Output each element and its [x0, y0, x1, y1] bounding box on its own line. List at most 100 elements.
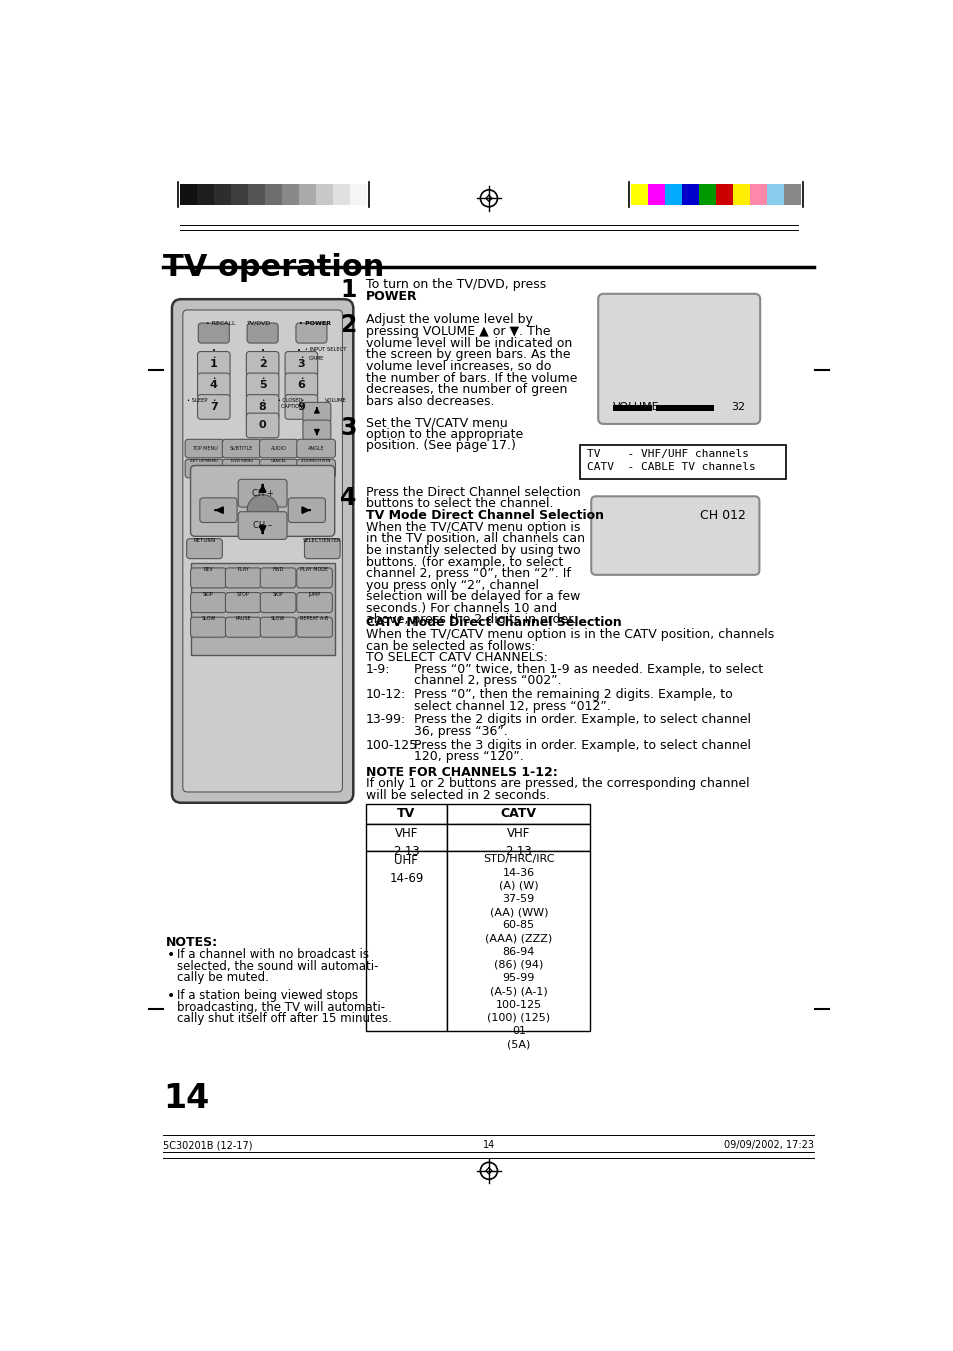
Text: selection will be delayed for a few: selection will be delayed for a few	[365, 590, 579, 604]
FancyBboxPatch shape	[598, 293, 760, 424]
Text: GAME: GAME	[309, 357, 324, 361]
Text: 0: 0	[258, 420, 266, 431]
Text: PAUSE: PAUSE	[235, 616, 251, 621]
Text: • SLEEP: • SLEEP	[187, 397, 208, 403]
Text: TV: TV	[396, 808, 416, 820]
Bar	[783, 184, 801, 205]
Text: 09/09/2002, 17:23: 09/09/2002, 17:23	[723, 1140, 814, 1150]
Bar	[365, 824, 447, 851]
Text: channel 2, press “002”.: channel 2, press “002”.	[414, 674, 560, 688]
Text: If only 1 or 2 buttons are pressed, the corresponding channel: If only 1 or 2 buttons are pressed, the …	[365, 777, 748, 790]
Text: the number of bars. If the volume: the number of bars. If the volume	[365, 372, 577, 385]
Text: 14: 14	[482, 1140, 495, 1150]
Text: • CLOSED
  CAPTION: • CLOSED CAPTION	[278, 397, 302, 408]
FancyBboxPatch shape	[295, 323, 327, 343]
Text: CATV Mode Direct Channel Selection: CATV Mode Direct Channel Selection	[365, 616, 620, 630]
Text: 6: 6	[297, 381, 305, 390]
Bar	[282, 184, 298, 205]
FancyBboxPatch shape	[303, 403, 331, 423]
Text: buttons. (for example, to select: buttons. (for example, to select	[365, 555, 562, 569]
FancyBboxPatch shape	[260, 567, 295, 588]
Text: •: •	[260, 349, 264, 354]
Text: To turn on the TV/DVD, press: To turn on the TV/DVD, press	[365, 277, 545, 290]
Text: Press “0” twice, then 1-9 as needed. Example, to select: Press “0” twice, then 1-9 as needed. Exa…	[414, 662, 762, 676]
FancyBboxPatch shape	[296, 567, 332, 588]
Text: will be selected in 2 seconds.: will be selected in 2 seconds.	[365, 789, 549, 802]
FancyBboxPatch shape	[198, 323, 229, 343]
Text: 1-9:: 1-9:	[365, 662, 390, 676]
FancyBboxPatch shape	[303, 420, 331, 440]
Text: channel 2, press “0”, then “2”. If: channel 2, press “0”, then “2”. If	[365, 567, 570, 580]
Text: CH +: CH +	[252, 489, 274, 497]
Text: Press the 3 digits in order. Example, to select channel: Press the 3 digits in order. Example, to…	[414, 739, 750, 753]
Bar	[265, 184, 282, 205]
Text: 2: 2	[258, 359, 266, 369]
Text: 5C30201B (12-17): 5C30201B (12-17)	[163, 1140, 253, 1150]
FancyBboxPatch shape	[222, 459, 261, 478]
Text: Set the TV/CATV menu: Set the TV/CATV menu	[365, 416, 507, 430]
Text: 10-12:: 10-12:	[365, 688, 406, 701]
Text: the screen by green bars. As the: the screen by green bars. As the	[365, 349, 570, 362]
Text: select channel 12, press “012”.: select channel 12, press “012”.	[414, 700, 610, 712]
Text: When the TV/CATV menu option is in the CATV position, channels: When the TV/CATV menu option is in the C…	[365, 628, 773, 640]
Text: TV    - VHF/UHF channels: TV - VHF/UHF channels	[586, 450, 748, 459]
FancyBboxPatch shape	[260, 617, 295, 638]
Bar	[333, 184, 350, 205]
Bar	[656, 405, 714, 411]
Text: JUMP: JUMP	[308, 592, 320, 597]
Text: CH 012: CH 012	[699, 508, 744, 521]
Bar	[716, 184, 732, 205]
Bar	[248, 184, 265, 205]
Text: ANGLE: ANGLE	[308, 446, 324, 451]
FancyBboxPatch shape	[187, 539, 222, 559]
Bar	[699, 184, 716, 205]
Text: •: •	[299, 397, 303, 403]
Text: TV/DVD: TV/DVD	[247, 320, 271, 326]
FancyBboxPatch shape	[246, 394, 278, 419]
FancyBboxPatch shape	[225, 567, 261, 588]
Bar	[315, 184, 333, 205]
Bar	[749, 184, 766, 205]
Text: 3: 3	[297, 359, 305, 369]
Text: SET UP/MENU: SET UP/MENU	[191, 459, 218, 463]
Text: 4: 4	[340, 485, 356, 509]
Text: CATV: CATV	[500, 808, 537, 820]
Bar	[681, 184, 699, 205]
Text: SELECT/ENTER: SELECT/ENTER	[303, 538, 341, 543]
FancyBboxPatch shape	[285, 351, 317, 376]
Bar	[298, 184, 315, 205]
Bar	[231, 184, 248, 205]
Text: TO SELECT CATV CHANNELS:: TO SELECT CATV CHANNELS:	[365, 651, 547, 665]
FancyBboxPatch shape	[304, 539, 340, 559]
Bar	[766, 184, 783, 205]
FancyBboxPatch shape	[172, 299, 353, 802]
Text: •: •	[212, 354, 215, 359]
Text: 4: 4	[210, 381, 217, 390]
Text: 120, press “120”.: 120, press “120”.	[414, 750, 523, 763]
Text: 9: 9	[297, 403, 305, 412]
Circle shape	[247, 494, 278, 526]
Text: •: •	[212, 376, 215, 381]
Text: volume level will be indicated on: volume level will be indicated on	[365, 336, 572, 350]
FancyBboxPatch shape	[247, 323, 278, 343]
Bar	[664, 184, 681, 205]
FancyBboxPatch shape	[191, 466, 335, 536]
Text: NOTE FOR CHANNELS 1-12:: NOTE FOR CHANNELS 1-12:	[365, 766, 557, 778]
Text: 2: 2	[340, 313, 356, 336]
Text: If a station being viewed stops: If a station being viewed stops	[176, 989, 357, 1002]
Text: ZOOM/CH RTN: ZOOM/CH RTN	[301, 459, 331, 463]
FancyBboxPatch shape	[288, 497, 325, 523]
Bar	[365, 804, 447, 824]
Text: 32: 32	[731, 401, 744, 412]
Bar	[732, 184, 749, 205]
Text: Adjust the volume level by: Adjust the volume level by	[365, 313, 532, 326]
FancyBboxPatch shape	[185, 459, 224, 478]
Text: VOLUME: VOLUME	[324, 397, 346, 403]
Text: SLOW: SLOW	[201, 616, 215, 621]
Text: If a channel with no broadcast is: If a channel with no broadcast is	[176, 948, 368, 962]
FancyBboxPatch shape	[259, 439, 298, 458]
FancyBboxPatch shape	[191, 593, 226, 612]
Text: option to the appropriate: option to the appropriate	[365, 428, 522, 440]
Text: •: •	[212, 349, 215, 354]
Text: FWD: FWD	[273, 567, 283, 571]
